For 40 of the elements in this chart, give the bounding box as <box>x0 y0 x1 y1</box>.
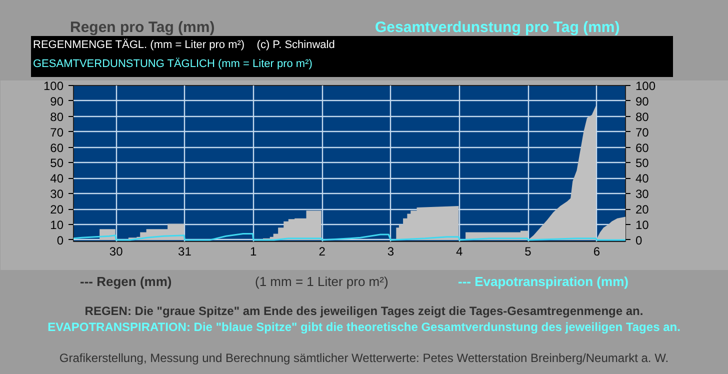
y-tick-label: 10 <box>50 218 64 232</box>
y-tick-label: 60 <box>50 140 64 155</box>
x-tick-label: 30 <box>109 244 124 258</box>
x-tick-label: 31 <box>178 244 192 258</box>
y-tick-label: 0 <box>56 233 64 248</box>
y-tick-label: 100 <box>43 79 64 93</box>
x-tick-label: 2 <box>318 244 326 258</box>
y-tick-label: 30 <box>50 187 64 202</box>
y2-tick-label: 10 <box>636 218 650 232</box>
text: REGENMENGE TÄGL. (mm = Liter pro m²) (c) P. Schinwald <box>33 39 335 51</box>
x-tick-label: 3 <box>387 244 394 258</box>
y2-tick-label: 50 <box>636 156 650 170</box>
text: EVAPOTRANSPIRATION: Die "blaue Spitze" gibt die theoretische Gesamtverdunstung des jeweiligen Tages an. <box>46 319 682 336</box>
y-tick-label: 40 <box>50 172 64 186</box>
text: --- Regen (mm) <box>80 273 172 291</box>
x-tick-label: 6 <box>593 244 600 258</box>
y-tick-label: 90 <box>50 94 64 108</box>
x-tick-label: 5 <box>524 244 532 258</box>
y2-tick-label: 80 <box>636 110 650 124</box>
y-tick-label: 80 <box>50 110 64 124</box>
text: REGEN: Die "graue Spitze" am Ende des jeweiligen Tages zeigt die Tages-Gesamtregenmenge an. <box>84 303 644 320</box>
y-tick-label: 20 <box>50 202 64 217</box>
chart-title: Regen pro Tag (mm) <box>70 18 215 38</box>
chart-subtitle: Gesamtverdunstung pro Tag (mm) <box>375 18 620 38</box>
y2-tick-label: 30 <box>636 187 650 202</box>
x-tick-label: 1 <box>250 244 258 258</box>
y2-tick-label: 100 <box>636 79 656 93</box>
text: --- Evapotranspiration (mm) <box>458 273 628 291</box>
y2-tick-label: 40 <box>636 172 650 186</box>
y2-tick-label: 60 <box>636 140 650 155</box>
y-tick-label: 70 <box>50 125 64 140</box>
y2-tick-label: 70 <box>636 125 650 140</box>
y2-tick-label: 20 <box>636 202 650 217</box>
text: GESAMTVERDUNSTUNG TÄGLICH (mm = Liter pro m²) <box>33 57 312 72</box>
y-tick-label: 50 <box>50 156 64 170</box>
x-tick-label: 4 <box>456 244 464 258</box>
text: Grafikerstellung, Messung und Berechnung sämtlicher Wetterwerte: Petes Wetterstation Breinberg/Neumarkt a. W. <box>58 350 670 367</box>
y2-tick-label: 90 <box>636 94 650 108</box>
x-axis-title: (1 mm = 1 Liter pro m²) <box>255 273 388 291</box>
y2-tick-label: 0 <box>636 233 642 248</box>
